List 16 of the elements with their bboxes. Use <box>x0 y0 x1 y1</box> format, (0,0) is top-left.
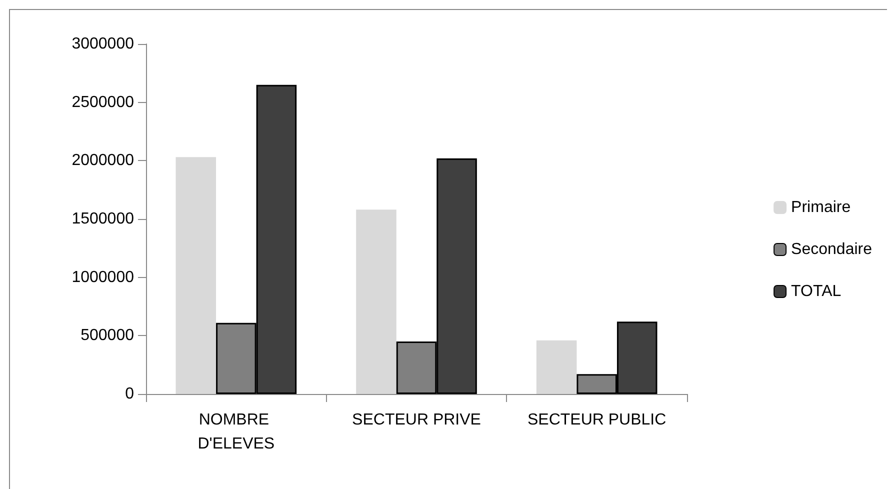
y-tick-label: 1000000 <box>72 268 134 286</box>
bar <box>356 210 396 394</box>
x-tick-label: SECTEUR PUBLIC <box>527 412 666 428</box>
y-tick-label: 500000 <box>80 327 134 344</box>
legend-label: TOTAL <box>791 283 842 300</box>
x-tick-label: SECTEUR PRIVE <box>352 412 481 428</box>
bar <box>176 157 216 394</box>
y-tick-label: 3000000 <box>72 36 134 52</box>
legend-label: Primaire <box>791 199 851 216</box>
legend-label: Secondaire <box>791 241 872 258</box>
y-tick-label: 2500000 <box>72 94 134 111</box>
x-tick-label: NOMBRE D'ELEVES <box>198 412 275 452</box>
y-tick-label: 2000000 <box>72 152 134 170</box>
bar <box>536 340 577 394</box>
y-tick-label: 0 <box>125 386 134 402</box>
y-tick-label: 1500000 <box>72 210 134 228</box>
